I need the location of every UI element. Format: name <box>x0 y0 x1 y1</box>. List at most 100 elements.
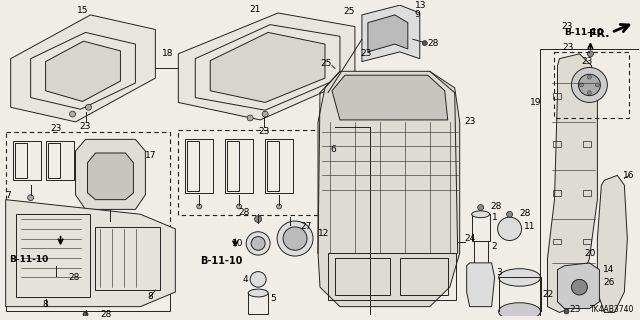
Text: 9: 9 <box>415 11 420 20</box>
Bar <box>554 52 629 118</box>
Ellipse shape <box>472 211 490 218</box>
Circle shape <box>588 51 593 57</box>
Bar <box>6 132 170 238</box>
Text: 28: 28 <box>428 39 439 48</box>
Bar <box>554 238 561 244</box>
Text: 7: 7 <box>6 191 12 200</box>
Bar <box>584 141 591 147</box>
Bar <box>13 141 40 180</box>
Text: 23: 23 <box>80 122 91 131</box>
Text: 18: 18 <box>163 49 174 58</box>
Text: 17: 17 <box>145 151 157 160</box>
Bar <box>267 141 279 191</box>
Text: 13: 13 <box>415 1 426 10</box>
Text: 24: 24 <box>465 234 476 243</box>
Circle shape <box>83 312 88 317</box>
Circle shape <box>572 68 607 102</box>
Circle shape <box>572 279 588 295</box>
Text: B-11-10: B-11-10 <box>9 255 48 264</box>
Circle shape <box>477 204 484 210</box>
Text: 23: 23 <box>570 305 581 314</box>
Polygon shape <box>179 13 355 120</box>
Circle shape <box>507 211 513 217</box>
Circle shape <box>250 272 266 287</box>
Ellipse shape <box>248 289 268 297</box>
Circle shape <box>564 309 569 314</box>
Polygon shape <box>6 200 175 307</box>
Circle shape <box>28 195 34 201</box>
Circle shape <box>108 221 113 227</box>
Circle shape <box>237 204 242 209</box>
Polygon shape <box>332 75 448 120</box>
Text: 25: 25 <box>344 6 355 16</box>
Text: 28: 28 <box>520 209 531 218</box>
Polygon shape <box>318 71 460 307</box>
Bar <box>554 141 561 147</box>
Text: 20: 20 <box>584 249 595 258</box>
Circle shape <box>262 111 268 117</box>
Polygon shape <box>597 175 627 312</box>
Circle shape <box>86 104 92 110</box>
Polygon shape <box>467 263 495 307</box>
Text: 19: 19 <box>530 98 541 107</box>
Bar <box>15 214 90 297</box>
Polygon shape <box>76 140 145 209</box>
Circle shape <box>277 221 313 256</box>
Text: 6: 6 <box>330 145 336 154</box>
Bar <box>6 282 170 311</box>
Bar <box>584 93 591 99</box>
Bar <box>328 253 456 300</box>
Bar <box>47 143 60 178</box>
Text: 2: 2 <box>492 242 497 251</box>
Bar <box>248 293 268 315</box>
Circle shape <box>251 236 265 250</box>
Text: 23: 23 <box>581 57 593 66</box>
Polygon shape <box>557 263 600 308</box>
Text: 10: 10 <box>232 239 243 248</box>
Bar <box>45 141 74 180</box>
Text: 23: 23 <box>50 124 61 133</box>
Text: 5: 5 <box>270 294 276 303</box>
Bar <box>540 49 639 319</box>
Circle shape <box>588 75 591 79</box>
Text: 21: 21 <box>250 4 261 13</box>
Text: 14: 14 <box>604 265 615 274</box>
Bar <box>584 238 591 244</box>
Bar <box>186 140 213 193</box>
Text: 8: 8 <box>147 292 153 301</box>
Circle shape <box>196 204 202 209</box>
Bar <box>474 242 488 263</box>
Circle shape <box>422 41 428 45</box>
Circle shape <box>588 91 591 95</box>
Text: 28: 28 <box>239 208 250 217</box>
Text: 23: 23 <box>563 43 574 52</box>
Circle shape <box>276 204 282 209</box>
Circle shape <box>595 83 600 87</box>
Circle shape <box>498 217 522 241</box>
Text: 28: 28 <box>100 310 112 319</box>
Text: 23: 23 <box>561 22 573 31</box>
Text: 23: 23 <box>259 127 270 136</box>
Circle shape <box>247 115 253 121</box>
Bar <box>265 140 293 193</box>
Circle shape <box>579 74 600 96</box>
Bar <box>179 130 326 215</box>
Text: 23: 23 <box>360 49 371 58</box>
Text: 27: 27 <box>300 222 312 231</box>
Polygon shape <box>11 15 156 122</box>
Text: 3: 3 <box>497 268 502 277</box>
Bar <box>95 227 161 290</box>
Text: 12: 12 <box>318 229 330 238</box>
Text: 25: 25 <box>321 59 332 68</box>
Polygon shape <box>547 54 597 312</box>
Text: 28: 28 <box>491 202 502 211</box>
Circle shape <box>579 83 584 87</box>
Circle shape <box>287 224 292 229</box>
Text: 15: 15 <box>77 5 88 14</box>
Text: 8: 8 <box>43 300 49 309</box>
Bar <box>188 141 199 191</box>
Text: 4: 4 <box>243 275 248 284</box>
Ellipse shape <box>499 303 541 320</box>
Bar <box>15 143 27 178</box>
Ellipse shape <box>499 269 541 286</box>
